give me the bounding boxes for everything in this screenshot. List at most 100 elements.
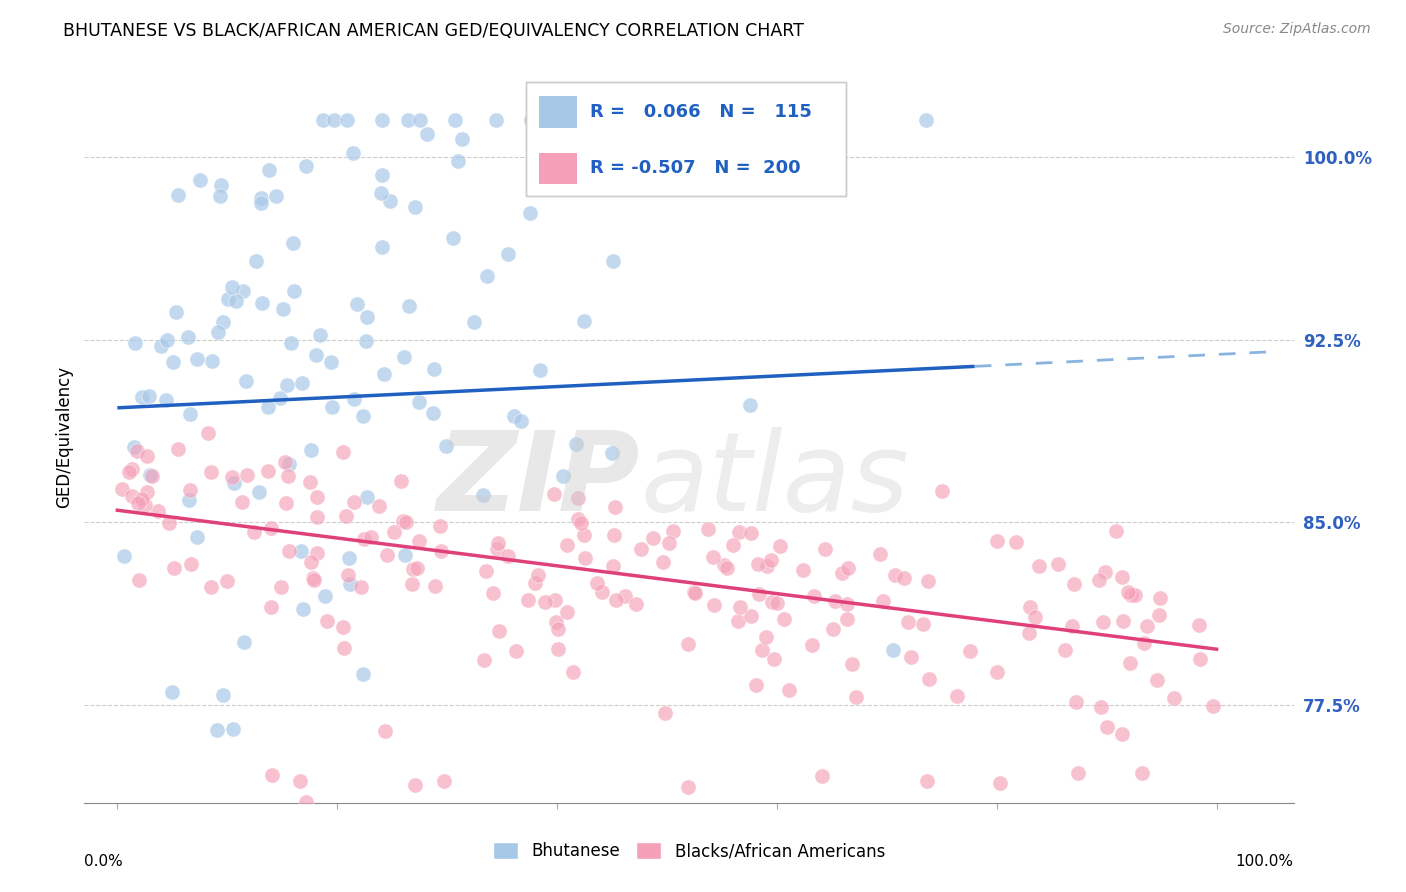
Point	[262, 768, 284, 782]
Point	[382, 525, 405, 540]
Point	[281, 236, 304, 251]
Point	[716, 560, 738, 574]
Point	[1046, 558, 1069, 572]
Point	[290, 544, 312, 558]
Point	[404, 200, 426, 214]
Point	[118, 466, 141, 480]
Point	[555, 605, 578, 619]
Point	[486, 541, 509, 556]
Point	[911, 617, 934, 632]
Point	[676, 780, 699, 794]
Point	[1136, 619, 1159, 633]
Point	[1024, 610, 1046, 624]
Point	[374, 723, 396, 738]
Point	[221, 470, 243, 484]
Point	[336, 113, 359, 128]
Point	[139, 468, 162, 483]
Point	[111, 482, 134, 496]
Point	[543, 487, 565, 501]
Point	[451, 132, 474, 146]
Point	[523, 575, 546, 590]
Point	[299, 475, 322, 489]
Point	[307, 510, 329, 524]
Point	[274, 496, 297, 510]
Point	[882, 643, 904, 657]
Point	[447, 154, 470, 169]
Point	[186, 351, 208, 366]
Point	[127, 444, 149, 458]
Point	[659, 113, 682, 128]
Point	[138, 388, 160, 402]
Point	[222, 475, 245, 490]
Point	[356, 310, 378, 324]
Point	[779, 682, 801, 697]
Point	[269, 391, 291, 405]
Point	[740, 609, 762, 624]
Point	[141, 468, 163, 483]
Point	[122, 440, 145, 454]
Point	[430, 544, 453, 558]
Point	[658, 536, 681, 550]
Point	[900, 650, 922, 665]
Point	[1112, 614, 1135, 628]
Point	[288, 773, 311, 788]
Point	[342, 495, 364, 509]
Point	[121, 462, 143, 476]
Point	[475, 564, 498, 578]
Point	[1067, 766, 1090, 780]
Point	[811, 769, 834, 783]
Point	[763, 652, 786, 666]
Point	[212, 688, 235, 702]
Point	[792, 563, 814, 577]
Point	[1063, 576, 1085, 591]
Point	[845, 690, 868, 705]
Point	[433, 774, 456, 789]
Point	[335, 509, 357, 524]
Point	[614, 589, 637, 603]
Point	[527, 568, 550, 582]
Point	[146, 504, 169, 518]
Point	[375, 549, 398, 563]
Point	[831, 566, 853, 580]
Point	[163, 561, 186, 575]
Point	[396, 113, 419, 128]
Point	[676, 637, 699, 651]
Point	[1090, 700, 1112, 714]
Point	[429, 519, 451, 533]
Point	[256, 464, 278, 478]
Point	[591, 584, 613, 599]
Point	[337, 551, 360, 566]
Point	[835, 597, 858, 611]
Point	[333, 641, 356, 656]
Point	[124, 335, 146, 350]
Point	[225, 294, 247, 309]
Point	[914, 113, 936, 128]
Legend: Bhutanese, Blacks/African Americans: Bhutanese, Blacks/African Americans	[492, 842, 886, 860]
Point	[409, 113, 432, 128]
Point	[422, 406, 444, 420]
Point	[740, 399, 762, 413]
Point	[434, 439, 457, 453]
Point	[423, 361, 446, 376]
Point	[1060, 619, 1083, 633]
Point	[740, 526, 762, 541]
Point	[231, 495, 253, 509]
Point	[485, 113, 508, 128]
Point	[915, 774, 938, 789]
Point	[150, 339, 173, 353]
Point	[131, 491, 153, 506]
Point	[486, 536, 509, 550]
Point	[662, 524, 685, 538]
Point	[472, 653, 495, 667]
Point	[274, 455, 297, 469]
Point	[398, 299, 420, 313]
Point	[572, 314, 595, 328]
Point	[299, 555, 322, 569]
Point	[585, 576, 607, 591]
Point	[343, 392, 366, 406]
Point	[236, 467, 259, 482]
Point	[222, 722, 245, 736]
Point	[215, 574, 238, 588]
Point	[544, 593, 567, 607]
Point	[547, 642, 569, 657]
